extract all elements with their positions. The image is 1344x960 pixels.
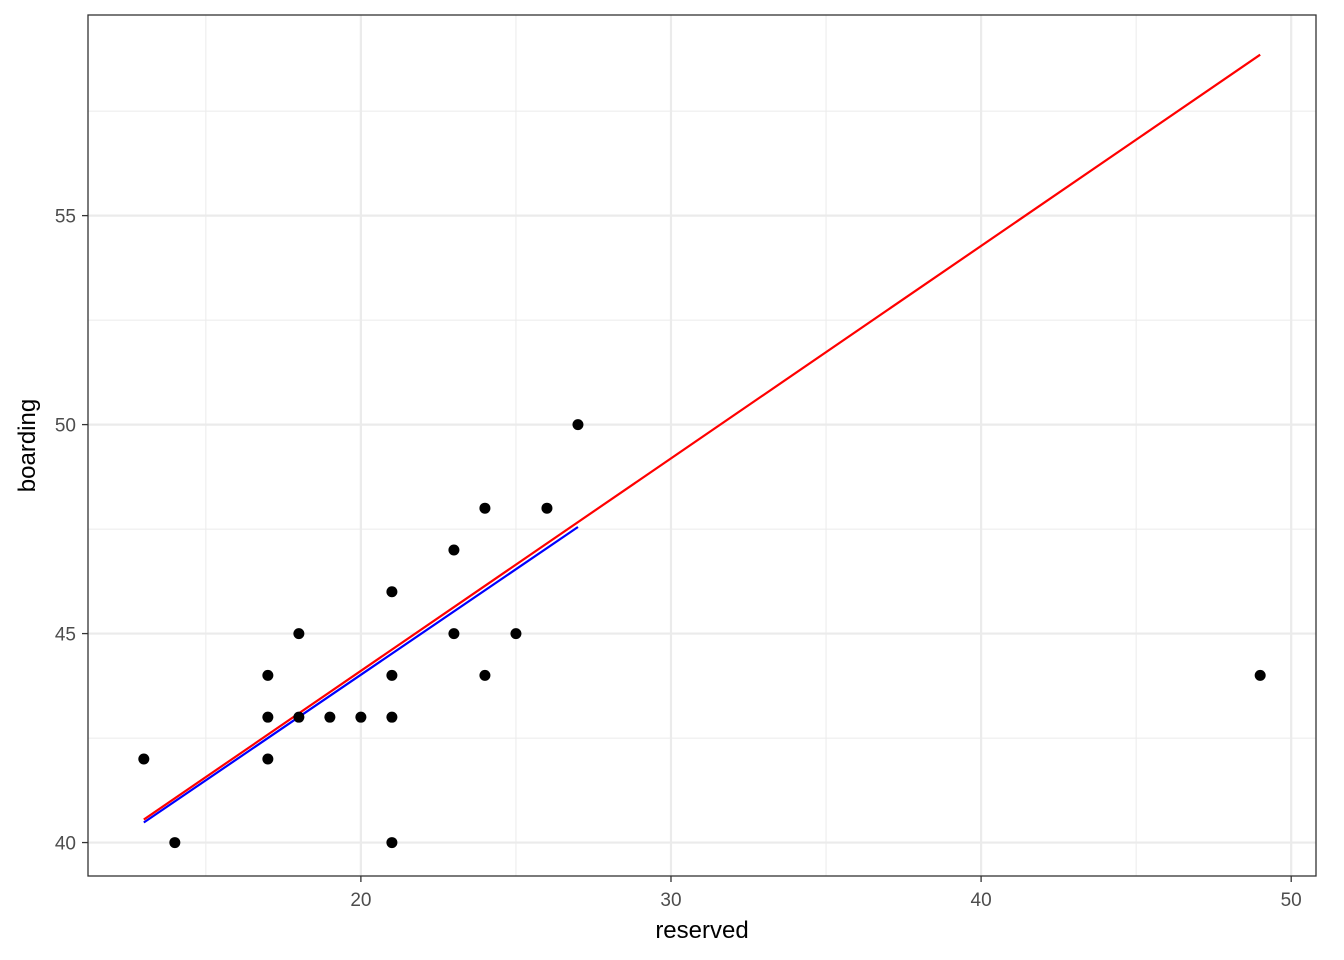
- y-tick-label: 55: [55, 207, 76, 228]
- grid-major: [88, 15, 1316, 876]
- data-point: [479, 669, 491, 681]
- data-point: [262, 711, 274, 723]
- data-points: [138, 419, 1266, 849]
- x-tick-label: 40: [971, 890, 992, 911]
- data-point: [293, 711, 305, 723]
- fit-line-red: [143, 53, 1261, 821]
- x-axis-title: reserved: [655, 917, 748, 944]
- x-tick-label: 30: [660, 890, 681, 911]
- data-point: [1254, 669, 1266, 681]
- x-tick-label: 50: [1281, 890, 1302, 911]
- y-axis-title: boarding: [14, 399, 41, 492]
- data-point: [541, 502, 553, 514]
- data-point: [355, 711, 367, 723]
- data-point: [138, 753, 150, 765]
- data-point: [262, 669, 274, 681]
- data-point: [448, 628, 460, 640]
- y-tick-label: 40: [55, 834, 76, 855]
- data-point: [572, 419, 584, 431]
- data-point: [324, 711, 336, 723]
- y-tick-label: 45: [55, 625, 76, 646]
- data-point: [448, 544, 460, 556]
- data-point: [386, 586, 398, 598]
- data-point: [293, 628, 305, 640]
- data-point: [479, 502, 491, 514]
- fit-lines: [143, 53, 1261, 824]
- y-tick-label: 50: [55, 416, 76, 437]
- data-point: [386, 711, 398, 723]
- data-point: [510, 628, 522, 640]
- y-axis: 40 45 50 55: [55, 207, 88, 855]
- fit-line-blue: [143, 526, 579, 824]
- grid-minor: [88, 15, 1316, 876]
- data-point: [262, 753, 274, 765]
- x-tick-label: 20: [350, 890, 371, 911]
- panel-border: [87, 14, 1317, 877]
- data-point: [386, 837, 398, 849]
- data-point: [169, 837, 181, 849]
- x-axis: 20 30 40 50: [350, 876, 1302, 911]
- data-point: [386, 669, 398, 681]
